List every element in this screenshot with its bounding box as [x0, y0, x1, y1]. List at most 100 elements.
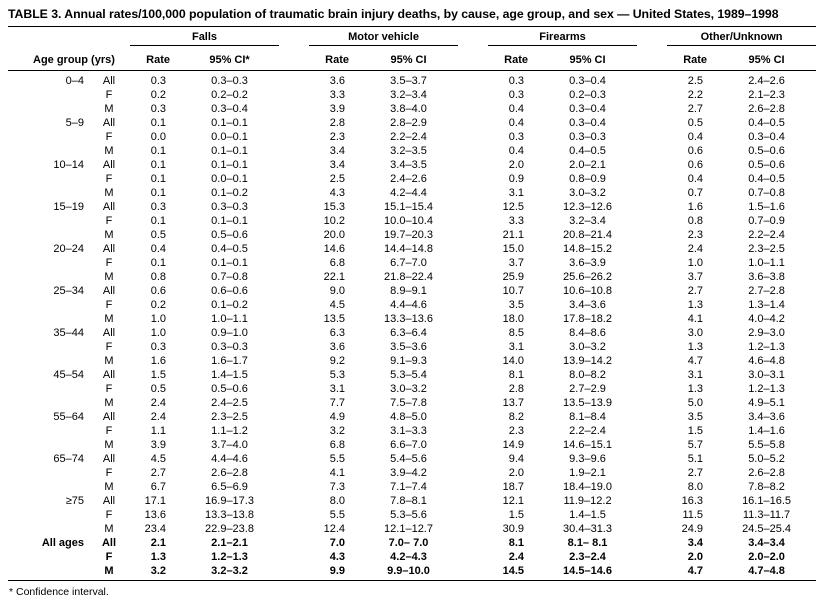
gap-cell — [279, 172, 309, 186]
rate-cell: 1.3 — [687, 383, 704, 396]
rate-cell: 0.3 — [150, 103, 166, 116]
gap-cell — [458, 256, 488, 270]
rate-cell: 2.7 — [150, 467, 166, 480]
ci-cell: 1.4–1.5 — [211, 369, 248, 382]
rate-cell: 1.0 — [687, 257, 704, 270]
gap-cell — [637, 340, 667, 354]
rate-cell: 0.3 — [150, 75, 166, 88]
rate-cell: 3.9 — [150, 439, 166, 452]
ci-cell: 1.9–2.1 — [569, 467, 606, 480]
ci-cell: 2.6–2.8 — [748, 467, 785, 480]
gap-cell — [637, 88, 667, 102]
rate-cell: 0.8 — [150, 271, 166, 284]
age-group-cell — [8, 480, 88, 494]
gap-cell — [279, 312, 309, 326]
ci-cell: 3.6–3.8 — [748, 271, 785, 284]
rate-cell: 5.3 — [329, 369, 346, 382]
gap-cell — [637, 186, 667, 200]
gap-cell — [279, 130, 309, 144]
sex-cell: All — [102, 75, 116, 88]
rate-cell: 0.6 — [687, 159, 704, 172]
table-row: M 1.6 1.6–1.7 9.2 9.1–9.3 14.0 13.9–14.2 4.7 4.6… — [8, 354, 816, 368]
sex-cell: All — [102, 285, 116, 298]
rate-cell: 4.5 — [329, 299, 346, 312]
rate-cell: 2.5 — [687, 75, 704, 88]
rate-cell: 16.3 — [681, 495, 704, 508]
ci-cell: 2.6–2.8 — [211, 467, 248, 480]
gap-cell — [637, 550, 667, 564]
gap-cell — [279, 214, 309, 228]
table-row: M 6.7 6.5–6.9 7.3 7.1–7.4 18.7 18.4–19.0 8.0 7.8… — [8, 480, 816, 494]
table-row: 20–24 All 0.4 0.4–0.5 14.6 14.4–14.8 15.0 14.8–… — [8, 242, 816, 256]
ci-cell: 5.3–5.6 — [390, 509, 427, 522]
ci-cell: 14.5–14.6 — [538, 564, 638, 582]
gap-cell — [637, 466, 667, 480]
ci-cell: 0.2–0.2 — [211, 89, 248, 102]
ci-cell: 5.5–5.8 — [748, 439, 785, 452]
age-group-cell — [8, 522, 88, 536]
sex-cell: M — [104, 229, 114, 242]
gap-cell — [279, 242, 309, 256]
age-group-cell — [8, 424, 88, 438]
ci-cell: 0.4–0.5 — [211, 243, 248, 256]
gap-cell — [279, 326, 309, 340]
table-row: All ages All 2.1 2.1–2.1 7.0 7.0– 7.0 8.1 8.1– … — [8, 536, 816, 550]
table-row: 55–64 All 2.4 2.3–2.5 4.9 4.8–5.0 8.2 8.1–8.4 3.… — [8, 410, 816, 424]
rate-cell: 2.4 — [687, 243, 704, 256]
ci-cell: 0.1–0.2 — [211, 299, 248, 312]
falls-ci-header: 95% CI* — [180, 45, 280, 72]
ci-cell: 0.5–0.6 — [211, 229, 248, 242]
gap-cell — [458, 270, 488, 284]
ci-cell: 13.5–13.9 — [563, 397, 612, 410]
sex-cell: All — [102, 453, 116, 466]
gap-cell — [279, 508, 309, 522]
ci-cell: 2.0–2.1 — [569, 159, 606, 172]
rate-cell: 3.3 — [508, 215, 525, 228]
gap-cell — [637, 270, 667, 284]
ci-cell: 2.8–2.9 — [390, 117, 427, 130]
ci-cell: 21.8–22.4 — [384, 271, 433, 284]
sex-cell: All — [102, 327, 116, 340]
sex-cell: M — [104, 313, 114, 326]
gap-cell — [637, 130, 667, 144]
ci-cell: 10.0–10.4 — [384, 215, 433, 228]
ci-cell: 4.0–4.2 — [748, 313, 785, 326]
rate-cell: 0.3 — [150, 201, 166, 214]
rate-cell: 20.0 — [323, 229, 346, 242]
ci-cell: 22.9–23.8 — [205, 523, 254, 536]
ci-cell: 24.5–25.4 — [742, 523, 791, 536]
sex-cell: M — [104, 271, 114, 284]
age-group-cell — [8, 228, 88, 242]
gap-cell — [637, 298, 667, 312]
sex-cell: All — [102, 201, 116, 214]
ci-cell: 0.8–0.9 — [569, 173, 606, 186]
ci-cell: 3.0–3.2 — [569, 341, 606, 354]
rate-cell: 12.1 — [502, 495, 525, 508]
age-group-cell — [8, 508, 88, 522]
rate-cell: 0.7 — [687, 187, 704, 200]
motor-vehicle-rate-header: Rate — [309, 45, 360, 72]
rate-cell: 13.7 — [502, 397, 525, 410]
rate-cell: 30.9 — [502, 523, 525, 536]
ci-cell: 2.3–2.4 — [569, 551, 606, 564]
group-header-falls: Falls — [130, 26, 280, 47]
gap-cell — [279, 522, 309, 536]
ci-cell: 12.1–12.7 — [384, 523, 433, 536]
ci-cell: 20.8–21.4 — [563, 229, 612, 242]
ci-cell: 3.5–3.6 — [390, 341, 427, 354]
rate-cell: 1.5 — [687, 425, 704, 438]
gap-cell — [279, 438, 309, 452]
sex-cell: F — [105, 215, 113, 228]
rate-cell: 0.6 — [687, 145, 704, 158]
ci-cell: 11.3–11.7 — [742, 509, 791, 522]
ci-cell: 3.4–3.5 — [390, 159, 427, 172]
gap-cell — [458, 312, 488, 326]
rate-cell: 22.1 — [323, 271, 346, 284]
sex-cell: All — [102, 159, 116, 172]
gap-cell — [637, 508, 667, 522]
rate-cell: 4.9 — [329, 411, 346, 424]
ci-cell: 2.1–2.1 — [211, 537, 248, 550]
gap-cell — [458, 116, 488, 130]
footnote: * Confidence interval. — [9, 586, 109, 599]
